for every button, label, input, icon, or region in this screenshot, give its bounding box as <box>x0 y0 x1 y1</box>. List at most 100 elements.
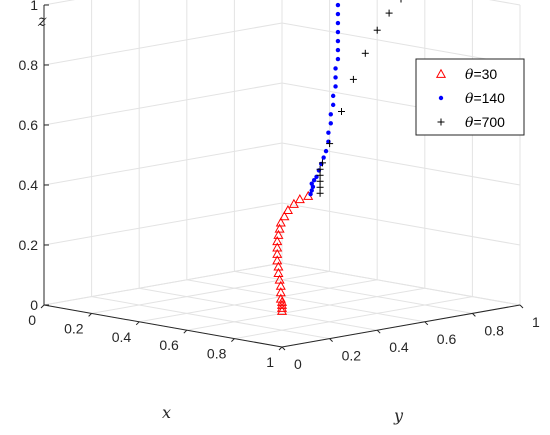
grid-line <box>43 22 283 66</box>
data-point-series-1 <box>333 66 338 71</box>
x-tick-label: 0 <box>28 312 36 328</box>
data-point-series-1 <box>328 112 333 117</box>
data-point-series-0 <box>272 235 283 246</box>
grid-line <box>281 22 521 66</box>
y-tick-mark <box>281 346 286 351</box>
x-tick-mark <box>40 304 45 309</box>
z-tick-label: 0.6 <box>19 117 39 133</box>
legend-value-30: =30 <box>473 66 497 82</box>
legend-symbol-2 <box>437 118 445 126</box>
data-point-series-1 <box>335 11 341 17</box>
legend-box <box>415 58 525 136</box>
legend-theta-700: θ <box>465 115 474 131</box>
grid-line <box>43 0 76 6</box>
legend-theta-30: θ <box>465 67 474 83</box>
x-tick-label: 0.8 <box>207 346 227 362</box>
data-point-series-1 <box>335 20 341 26</box>
data-point-series-0 <box>275 217 286 227</box>
data-point-series-0 <box>274 274 285 284</box>
z-tick-label: 0.8 <box>19 57 39 73</box>
data-point-series-1 <box>333 75 338 80</box>
y-tick-mark <box>329 338 333 342</box>
x-tick-mark <box>183 329 188 334</box>
legend-label-theta-700: θ=700 <box>465 114 505 131</box>
grid-line <box>186 287 425 331</box>
data-point-series-0 <box>272 248 283 258</box>
data-point-series-0 <box>282 204 293 215</box>
data-point-series-0 <box>288 198 299 208</box>
data-point-series-0 <box>273 267 284 277</box>
data-point-series-0 <box>275 293 286 303</box>
z-axis-label: z <box>37 11 47 30</box>
y-tick-label: 0.6 <box>437 331 457 347</box>
data-point-series-2 <box>373 26 381 34</box>
data-point-series-0 <box>272 255 283 265</box>
grid-line <box>139 287 378 331</box>
y-tick-label: 0.8 <box>484 322 504 338</box>
x-tick-mark <box>88 313 92 317</box>
x-tick-mark <box>231 338 235 342</box>
data-point-series-1 <box>323 148 329 154</box>
data-point-series-2 <box>318 159 326 167</box>
y-tick-label: 0.4 <box>389 339 409 355</box>
grid-line <box>43 142 283 186</box>
x-tick-label: 0.4 <box>112 329 132 345</box>
grid-line <box>91 270 330 314</box>
data-point-series-2 <box>349 75 357 83</box>
grid-line <box>234 296 473 340</box>
axes <box>40 4 524 351</box>
data-point-series-0 <box>275 280 286 290</box>
data-markers <box>272 0 402 315</box>
data-point-series-2 <box>400 0 402 3</box>
data-point-series-1 <box>335 38 341 44</box>
y-tick-mark <box>472 313 476 317</box>
z-tick-label: 1 <box>30 0 38 13</box>
grid-line <box>281 262 521 306</box>
data-point-series-2 <box>316 171 324 179</box>
data-point-series-2 <box>316 183 324 191</box>
grid-line <box>139 279 378 323</box>
y-tick-mark <box>424 321 429 326</box>
y-tick-mark <box>519 304 524 309</box>
data-point-series-1 <box>328 121 333 126</box>
data-point-series-0 <box>272 242 283 252</box>
data-point-series-2 <box>361 49 369 57</box>
grid-line <box>43 202 283 246</box>
x-tick-label: 0.6 <box>159 337 179 353</box>
data-point-series-1 <box>309 188 314 193</box>
data-point-series-1 <box>321 155 326 160</box>
grid-lines <box>43 0 521 348</box>
x-tick-label: 0.2 <box>64 320 84 336</box>
legend: θ=30 θ=140 θ=700 <box>415 58 525 136</box>
legend-symbol-0 <box>435 68 447 78</box>
y-tick-label: 0 <box>294 356 302 372</box>
data-point-series-0 <box>275 287 286 297</box>
data-point-series-0 <box>276 305 288 315</box>
data-point-series-0 <box>276 299 288 309</box>
data-point-series-1 <box>330 102 336 108</box>
legend-value-140: =140 <box>473 90 505 106</box>
legend-label-theta-140: θ=140 <box>465 90 505 107</box>
data-point-series-1 <box>335 47 341 53</box>
data-point-series-2 <box>385 9 393 17</box>
grid-line <box>281 202 521 246</box>
data-point-series-1 <box>333 84 338 89</box>
grid-line <box>234 270 473 314</box>
data-point-series-2 <box>316 177 324 185</box>
z-tick-label: 0 <box>30 297 38 313</box>
legend-value-700: =700 <box>473 114 505 130</box>
y-tick-label: 1 <box>532 314 540 330</box>
grid-line <box>186 279 425 323</box>
data-point-series-0 <box>274 223 285 233</box>
data-point-series-1 <box>308 191 313 197</box>
data-point-series-2 <box>316 165 324 173</box>
grid-line <box>43 82 283 126</box>
z-tick-label: 0.4 <box>19 177 39 193</box>
x-axis-line <box>43 304 283 348</box>
grid-line <box>91 296 330 340</box>
x-tick-label: 1 <box>266 354 274 370</box>
data-point-series-0 <box>273 261 284 271</box>
data-point-series-0 <box>276 296 288 306</box>
